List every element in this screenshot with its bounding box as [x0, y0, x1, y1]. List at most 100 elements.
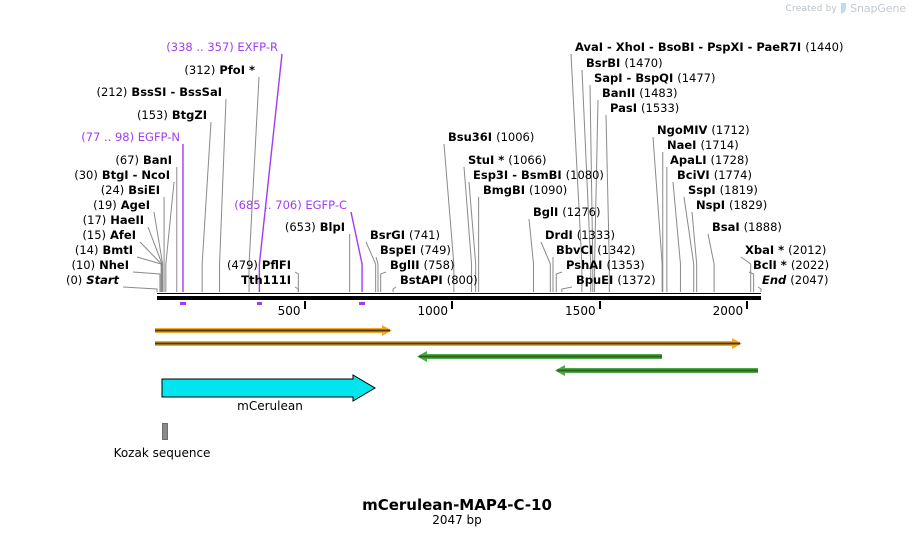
kozak-feature-mark: [162, 423, 168, 440]
label-bbvci[interactable]: BbvCI (1342): [556, 243, 636, 257]
label-banii[interactable]: BanII (1483): [602, 86, 678, 100]
feature-stub: [179, 302, 186, 305]
page-title: mCerulean-MAP4-C-10: [362, 496, 552, 514]
label-start[interactable]: (0) Start: [65, 273, 119, 287]
label-stui[interactable]: StuI * (1066): [468, 153, 547, 167]
leader-bsrgi: [365, 241, 377, 292]
label-bani[interactable]: (67) BanI: [115, 153, 172, 167]
label-blpi[interactable]: (653) BlpI: [284, 220, 345, 234]
feature-arrow-green-2[interactable]: [555, 365, 758, 376]
label-btgi[interactable]: (30) BtgI - NcoI: [74, 168, 170, 182]
ruler-tick-label: 1000: [417, 304, 449, 318]
label-egfp-n[interactable]: (77 .. 98) EGFP-N: [81, 130, 180, 144]
feature-arrow-green-1[interactable]: [417, 351, 662, 362]
label-bmgbi[interactable]: BmgBI (1090): [483, 183, 568, 197]
label-sapi[interactable]: SapI - BspQI (1477): [594, 71, 716, 85]
label-ngomiv[interactable]: NgoMIV (1712): [657, 123, 750, 137]
label-bstapi[interactable]: BstAPI (800): [400, 273, 478, 287]
label-tth111i[interactable]: Tth111I: [241, 273, 291, 287]
label-pshai[interactable]: PshAI (1353): [566, 258, 645, 272]
label-bspei[interactable]: BspEI (749): [380, 243, 451, 257]
feature-arrow-orange-2[interactable]: [155, 338, 742, 349]
leader-bsai: [707, 233, 715, 292]
feature-arrow-orange-1[interactable]: [155, 325, 392, 336]
label-bsssi[interactable]: (212) BssSI - BssSaI: [96, 85, 222, 99]
label-bglii[interactable]: BglII (758): [390, 258, 455, 272]
leader-nhei: [132, 271, 161, 292]
leader-esp3i: [468, 181, 477, 292]
leader-pshai: [555, 271, 563, 292]
leader-bcivi: [672, 181, 681, 292]
label-egfp-c[interactable]: (685 .. 706) EGFP-C: [234, 198, 347, 212]
ruler-tick-label: 1500: [565, 304, 596, 318]
leader-pflfi: [294, 271, 299, 292]
label-apali[interactable]: ApaLI (1728): [670, 153, 749, 167]
label-haeii[interactable]: (17) HaeII: [82, 213, 144, 227]
leader-bgli: [528, 218, 535, 292]
label-bsrgi[interactable]: BsrGI (741): [370, 228, 440, 242]
ruler-tick: [451, 301, 454, 309]
leader-bsssi: [219, 98, 227, 292]
label-end[interactable]: End (2047): [762, 273, 829, 287]
label-bpuei[interactable]: BpuEI (1372): [576, 273, 656, 287]
label-bgli[interactable]: BglI (1276): [533, 205, 601, 219]
watermark-brand: SnapGene: [850, 2, 906, 15]
leader-end: [757, 286, 762, 292]
leader-banii: [594, 99, 599, 292]
leader-bsu36i: [443, 143, 455, 292]
leader-stui: [463, 166, 473, 292]
ruler-tick-label: 500: [277, 304, 301, 318]
feature-arrow-mcerulean[interactable]: [161, 374, 376, 402]
leader-bglii: [380, 271, 387, 292]
label-drdi[interactable]: DrdI (1333): [545, 228, 615, 242]
label-avai[interactable]: AvaI - XhoI - BsoBI - PspXI - PaeR7I (14…: [575, 40, 844, 54]
label-pfoi[interactable]: (312) PfoI *: [184, 63, 255, 77]
label-bsai[interactable]: BsaI (1888): [712, 220, 782, 234]
label-bcli[interactable]: BclI * (2022): [753, 258, 830, 272]
leader-bstapi: [392, 286, 397, 292]
leader-tth111i: [294, 286, 299, 292]
page-subtitle: 2047 bp: [432, 513, 482, 527]
label-esp3i[interactable]: Esp3I - BsmBI (1080): [473, 168, 604, 182]
kozak-label: Kozak sequence: [113, 446, 211, 460]
leader-egfp-c: [350, 211, 363, 292]
ruler-tick-label: 2000: [712, 304, 744, 318]
ruler-tick: [746, 301, 749, 309]
label-nhei[interactable]: (10) NheI: [71, 258, 129, 272]
label-exfp-r[interactable]: (338 .. 357) EXFP-R: [166, 40, 278, 54]
leader-pasi: [605, 114, 610, 292]
feature-stub: [256, 302, 263, 305]
leader-avai: [570, 53, 583, 292]
ruler-tick: [303, 301, 306, 309]
label-sspi[interactable]: SspI (1819): [688, 183, 758, 197]
label-btgzi[interactable]: (153) BtgZI: [136, 108, 207, 122]
label-pflfi[interactable]: (479) PflFI: [226, 258, 291, 272]
label-agei[interactable]: (19) AgeI: [93, 198, 150, 212]
leader-start: [122, 286, 158, 292]
label-bcivi[interactable]: BciVI (1774): [677, 168, 752, 182]
label-naei[interactable]: NaeI (1714): [667, 138, 739, 152]
leader-bsrbi: [581, 69, 592, 292]
leader-afei: [139, 241, 162, 292]
leader-btgi: [165, 181, 175, 292]
mcerulean-label: mCerulean: [237, 399, 303, 413]
label-xbai[interactable]: XbaI * (2012): [745, 243, 827, 257]
label-bsiei[interactable]: (24) BsiEI: [100, 183, 160, 197]
leader-sapi: [589, 84, 594, 292]
ruler-thin-line: [157, 293, 761, 294]
label-afei[interactable]: (15) AfeI: [82, 228, 136, 242]
label-pasi[interactable]: PasI (1533): [610, 101, 680, 115]
snapgene-logo-icon: [840, 3, 847, 14]
leader-sspi: [683, 196, 695, 292]
leader-haeii: [147, 226, 163, 292]
label-nspi[interactable]: NspI (1829): [696, 198, 768, 212]
label-bmti[interactable]: (14) BmtI: [74, 243, 133, 257]
leader-bcli: [748, 271, 755, 292]
leader-btgzi: [201, 121, 212, 292]
leader-drdi: [540, 241, 551, 292]
watermark-prefix: Created by: [785, 3, 838, 14]
label-bsrbi[interactable]: BsrBI (1470): [586, 56, 663, 70]
label-bsu36i[interactable]: Bsu36I (1006): [448, 130, 535, 144]
leader-bspei: [375, 256, 379, 292]
feature-stub: [359, 302, 366, 305]
